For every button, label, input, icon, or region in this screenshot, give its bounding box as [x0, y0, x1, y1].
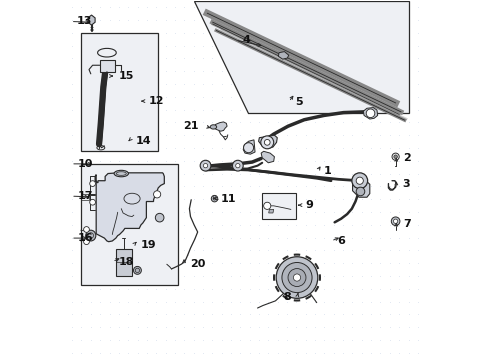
Text: 10: 10: [77, 159, 93, 169]
Circle shape: [393, 219, 398, 224]
Circle shape: [236, 163, 240, 168]
Ellipse shape: [133, 266, 141, 274]
Circle shape: [264, 202, 271, 210]
Polygon shape: [88, 15, 95, 25]
Circle shape: [84, 239, 89, 244]
Circle shape: [90, 181, 96, 186]
Circle shape: [294, 274, 300, 281]
Polygon shape: [243, 140, 255, 154]
Circle shape: [356, 177, 364, 184]
Ellipse shape: [86, 230, 96, 241]
Polygon shape: [100, 60, 115, 72]
Text: 16: 16: [77, 233, 93, 243]
Text: 21: 21: [183, 121, 198, 131]
Circle shape: [392, 217, 400, 226]
Text: 3: 3: [403, 179, 411, 189]
Bar: [81, 163, 177, 285]
Bar: [81, 33, 158, 151]
Text: 11: 11: [220, 194, 236, 204]
Circle shape: [261, 136, 274, 149]
Text: 1: 1: [324, 166, 332, 176]
Circle shape: [356, 187, 365, 196]
Text: 2: 2: [403, 153, 411, 163]
Text: 18: 18: [119, 257, 134, 267]
Polygon shape: [194, 1, 409, 113]
Circle shape: [90, 199, 96, 205]
Circle shape: [352, 173, 368, 189]
Text: 17: 17: [77, 191, 93, 201]
Circle shape: [394, 155, 397, 158]
Text: 13: 13: [77, 17, 93, 27]
Polygon shape: [261, 151, 274, 163]
Circle shape: [84, 226, 89, 232]
Circle shape: [203, 163, 208, 168]
Circle shape: [282, 262, 312, 293]
Text: 15: 15: [119, 71, 134, 81]
Circle shape: [232, 160, 243, 171]
Text: 20: 20: [191, 259, 206, 269]
Polygon shape: [215, 122, 227, 131]
Text: 8: 8: [283, 292, 291, 302]
Circle shape: [288, 269, 306, 287]
Text: 4: 4: [242, 35, 250, 45]
Text: 14: 14: [136, 136, 151, 145]
Circle shape: [244, 143, 254, 153]
Circle shape: [200, 160, 211, 171]
Text: 6: 6: [338, 236, 345, 246]
Circle shape: [276, 257, 318, 298]
Polygon shape: [353, 179, 370, 197]
Circle shape: [153, 191, 161, 198]
Polygon shape: [269, 210, 274, 213]
Circle shape: [155, 213, 164, 222]
Ellipse shape: [114, 170, 128, 177]
Circle shape: [265, 139, 270, 145]
Text: 5: 5: [295, 97, 303, 107]
Text: 19: 19: [140, 239, 156, 249]
Ellipse shape: [211, 195, 218, 202]
Text: 9: 9: [305, 200, 313, 210]
Polygon shape: [259, 135, 277, 148]
Text: 7: 7: [403, 219, 411, 229]
Text: 12: 12: [149, 96, 164, 106]
Polygon shape: [364, 108, 378, 119]
Circle shape: [392, 153, 399, 160]
Bar: [262, 193, 296, 220]
Polygon shape: [95, 173, 164, 242]
Bar: [116, 249, 132, 276]
Ellipse shape: [210, 125, 217, 129]
Circle shape: [366, 109, 375, 118]
Polygon shape: [278, 51, 289, 59]
